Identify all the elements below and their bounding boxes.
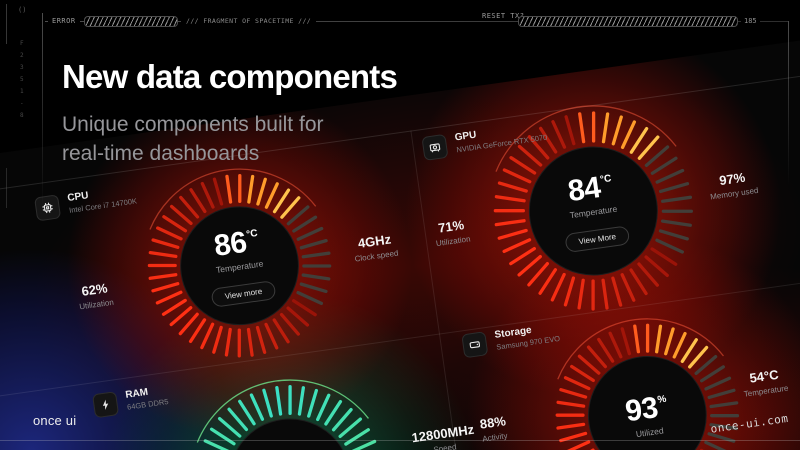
hud-code-text: 185: [741, 17, 760, 26]
once-ui-logo: once ui: [33, 413, 77, 428]
cpu-gauge-value: 86: [211, 225, 249, 263]
gpu-card: GPU NVIDIA GeForce RTX 5070 71% Utilizat…: [410, 28, 800, 334]
cpu-card: CPU Intel Core i7 14700K 62% Utilization…: [0, 131, 439, 398]
hud-hatch-right: [518, 16, 738, 27]
hud-reset-tag: RESET TX?: [478, 12, 529, 21]
bolt-icon: [92, 391, 120, 419]
cpu-view-more-button[interactable]: View more: [210, 279, 277, 308]
page-subtitle-line1: Unique components built for: [62, 113, 324, 136]
page-subtitle-line2: real-time dashboards: [62, 142, 260, 165]
hud-top-line: [45, 21, 788, 22]
storage-temperature-stat: 54°C Temperature: [743, 366, 789, 399]
hud-edge-tick: [6, 4, 7, 44]
cpu-utilization-stat: 62% Utilization: [78, 280, 115, 312]
page-title: New data components: [62, 58, 398, 95]
storage-gauge-value: 93: [623, 390, 660, 428]
ram-speed-stat: 12800MHz Speed: [410, 421, 476, 450]
hero-block: New data components Unique components bu…: [62, 58, 398, 168]
hud-banner-text: /// FRAGMENT OF SPACETIME ///: [181, 17, 317, 26]
gpu-gauge-unit: °C: [599, 172, 613, 186]
cpu-chip-icon: [34, 194, 62, 222]
ram-card: RAM 64GB DDR5 12800MHz Speed: [0, 334, 496, 450]
gpu-view-more-button[interactable]: View More: [564, 224, 631, 253]
cpu-temperature-gauge: 86 °C Temperature View more: [110, 136, 370, 396]
gpu-temperature-gauge: 84 °C Temperature View More: [452, 70, 734, 352]
gpu-card-icon: [421, 133, 449, 161]
ram-gauge: [155, 345, 424, 450]
gpu-card-header: GPU NVIDIA GeForce RTX 5070: [421, 120, 548, 161]
gpu-gauge-value: 84: [565, 170, 603, 208]
storage-utilized-gauge: 93 % Utilized: [517, 286, 777, 450]
storage-card: Storage Samsung 970 EVO 88% Activity 93 …: [439, 231, 800, 450]
ram-card-header: RAM 64GB DDR5: [92, 384, 169, 419]
drive-icon: [461, 331, 489, 359]
gpu-memory-used-stat: 97% Memory used: [709, 169, 759, 202]
storage-activity-stat: 88% Activity: [478, 413, 509, 444]
storage-gauge-unit: %: [656, 393, 668, 406]
cpu-clock-speed-stat: 4GHz Clock speed: [354, 231, 399, 264]
storage-gauge-label: Utilized: [635, 424, 665, 439]
hud-hatch-left: [84, 16, 178, 27]
hud-paren-glyph: (): [18, 6, 27, 14]
cpu-gauge-unit: °C: [245, 227, 259, 240]
gpu-utilization-stat: 71% Utilization: [435, 217, 472, 249]
hud-error-tag: ERROR: [48, 17, 80, 26]
storage-card-header: Storage Samsung 970 EVO: [461, 321, 561, 359]
cpu-card-header: CPU Intel Core i7 14700K: [34, 184, 138, 222]
